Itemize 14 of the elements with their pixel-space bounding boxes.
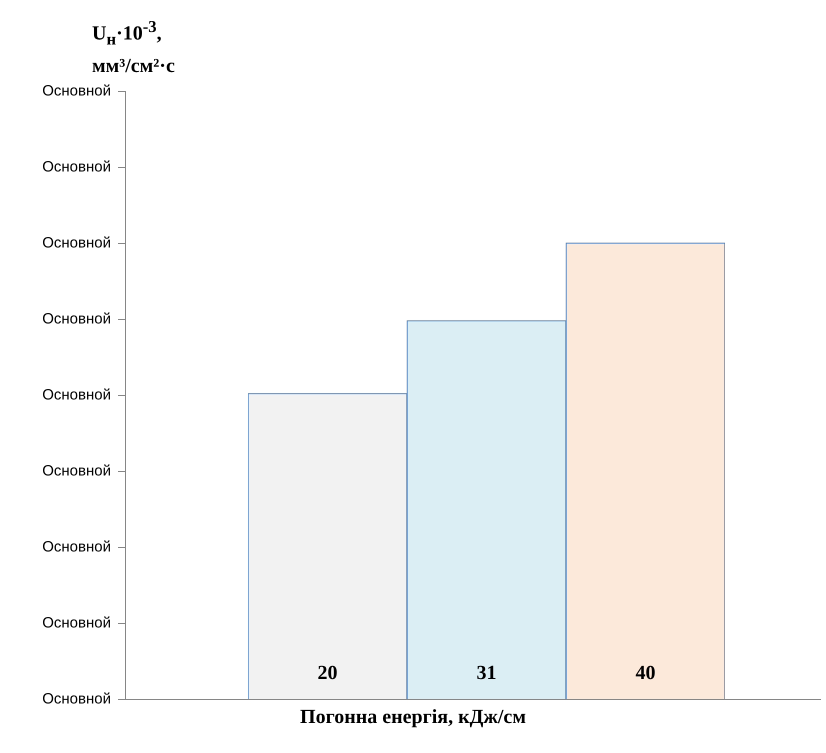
- x-tick-label: 31: [476, 662, 496, 684]
- text: Основной: [42, 538, 111, 556]
- text: Основной: [42, 310, 111, 328]
- x-axis-title: Погонна енергія, кДж/см: [299, 706, 527, 729]
- text: Основной: [42, 158, 111, 176]
- text: Основной: [42, 462, 111, 480]
- text: Основной: [42, 690, 111, 708]
- text: Основной: [42, 614, 111, 632]
- text: U$_{н}$·10$^{-3}$, мм³/см²·с: [92, 16, 176, 79]
- text: Основной: [42, 234, 111, 252]
- x-tick-label: 40: [636, 662, 656, 684]
- text: Основной: [42, 82, 111, 100]
- x-tick-label: 20: [318, 662, 338, 684]
- text: Основной: [42, 386, 111, 404]
